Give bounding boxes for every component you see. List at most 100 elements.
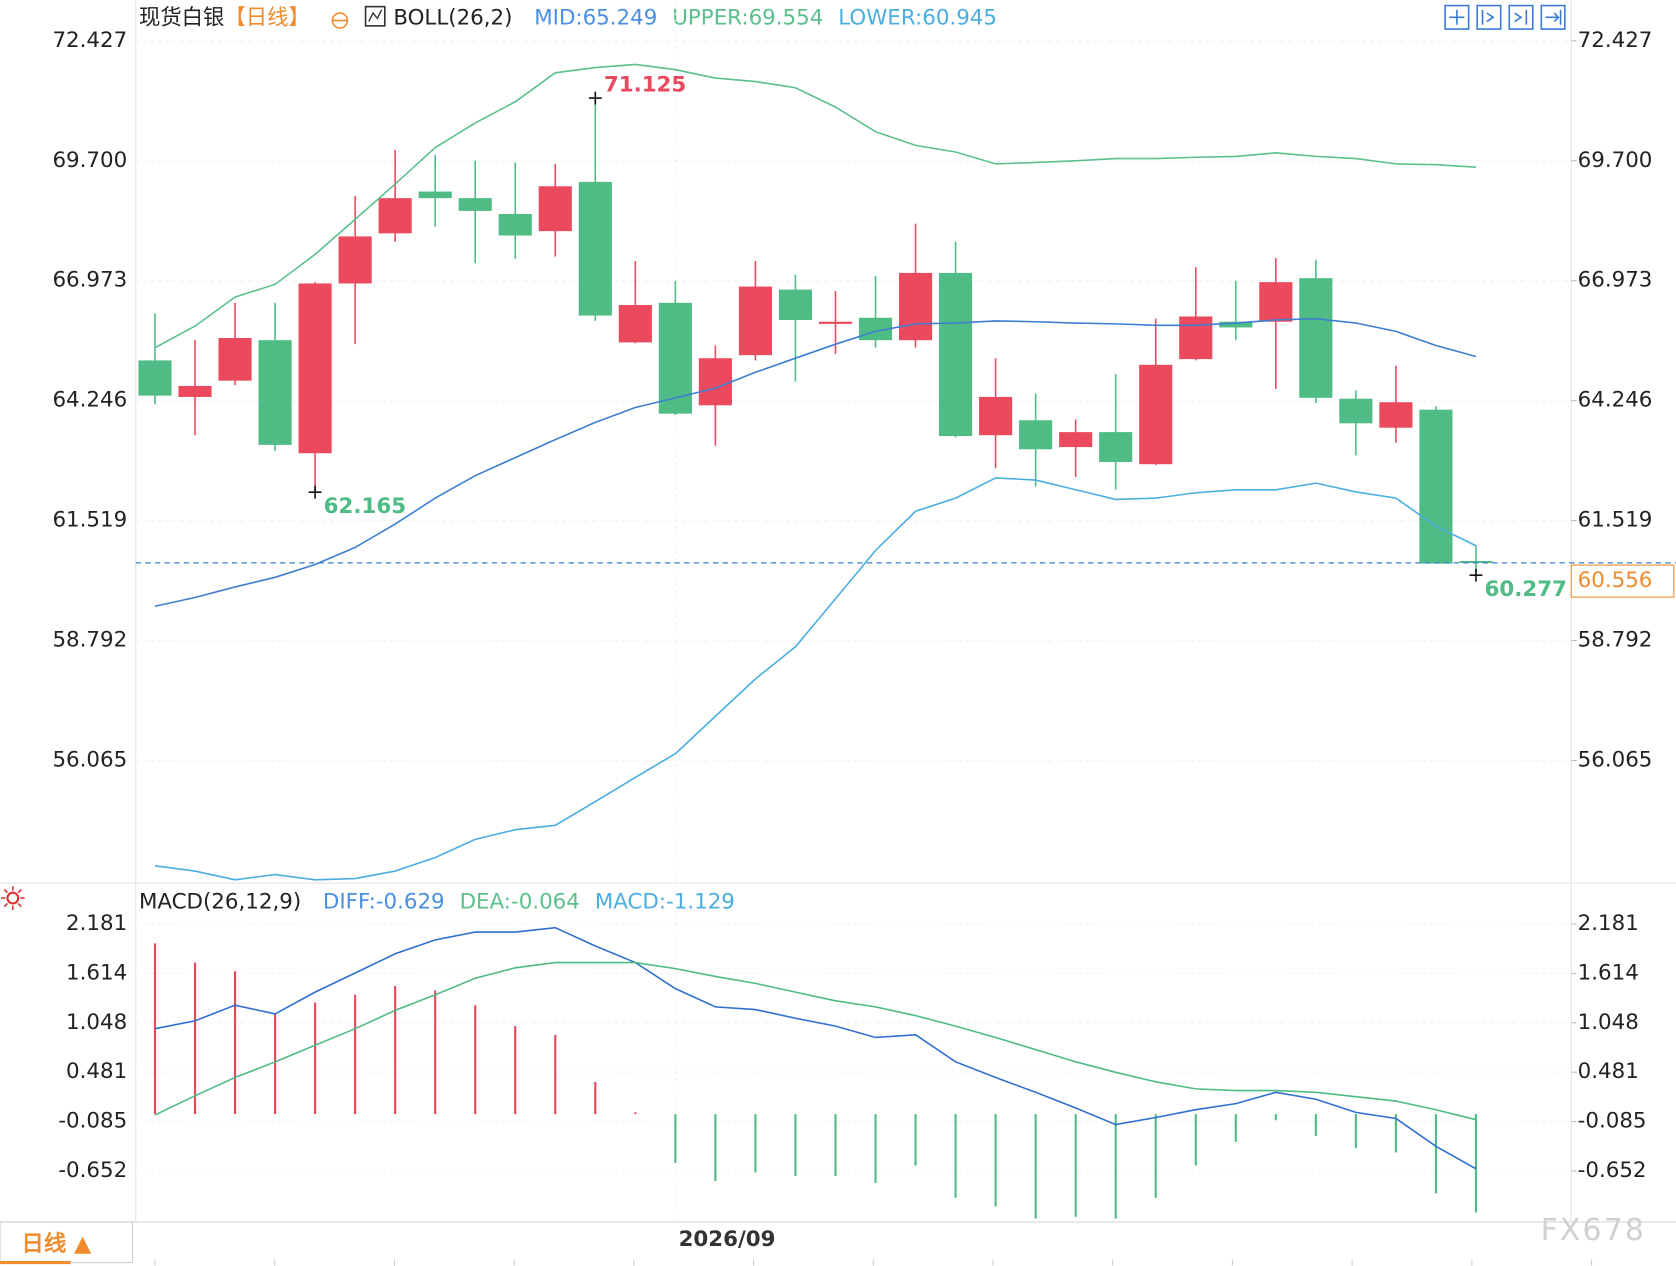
watermark: FX678 <box>1541 1213 1646 1248</box>
indicator-line <box>154 961 1477 1121</box>
y-tick-label: 2.181 <box>66 911 127 936</box>
y-tick-label-right: 69.700 <box>1578 148 1653 173</box>
candle-body <box>1219 321 1253 328</box>
y-tick-label: 69.700 <box>52 148 127 173</box>
indicator-icon-line <box>368 9 383 22</box>
boll-values: BOLL(26,2) MID:65.249 UPPER:69.554 LOWER:6… <box>393 5 997 30</box>
y-tick-label-right: 2.181 <box>1578 911 1639 936</box>
indicator-line <box>154 317 1477 608</box>
candle-body <box>538 186 572 232</box>
candle-body <box>458 198 492 211</box>
y-tick-label-right: 64.246 <box>1578 388 1653 413</box>
period-tab[interactable] <box>0 1221 134 1264</box>
candle-body <box>1059 432 1093 448</box>
settings-icon-ring <box>6 891 20 905</box>
y-tick-label: 56.065 <box>52 747 127 772</box>
toolbar-glyph <box>1481 9 1495 25</box>
candle-body <box>778 289 813 320</box>
indicator-name: BOLL(26,2) <box>393 5 512 30</box>
extreme-label: 71.125 <box>604 72 686 97</box>
toolbar-glyph <box>1545 9 1562 25</box>
y-tick-label-right: 58.792 <box>1578 628 1653 653</box>
candle-body <box>1099 432 1133 463</box>
legend-entry: MID:65.249 <box>534 5 657 30</box>
candle-body <box>1379 402 1413 428</box>
boll-legend: 现货白银【日线】 <box>139 5 310 30</box>
candle-body <box>1299 278 1333 398</box>
settings-icon[interactable] <box>1 886 25 910</box>
y-tick-label: 72.427 <box>52 28 127 53</box>
candle-body <box>1419 409 1453 564</box>
extreme-label: 60.277 <box>1485 577 1567 602</box>
macd-title: MACD(26,12,9) <box>139 889 301 914</box>
y-tick-label-right: 1.048 <box>1578 1010 1639 1035</box>
extreme-label: 62.165 <box>324 494 406 519</box>
toolbar-button[interactable] <box>1444 4 1470 30</box>
period-tab-label[interactable]: 日线 ▲ <box>21 1230 92 1257</box>
legend-entry: UPPER:69.554 <box>672 5 823 30</box>
candle-body <box>738 286 772 356</box>
y-tick-label: -0.652 <box>58 1158 127 1183</box>
legend-entry: MACD:-1.129 <box>595 889 735 914</box>
candle-body <box>378 198 412 234</box>
candle-body <box>818 321 853 324</box>
y-tick-label: -0.085 <box>58 1108 127 1133</box>
y-tick-label: 0.481 <box>66 1059 127 1084</box>
candle-body <box>338 236 372 284</box>
header-icons <box>331 5 386 29</box>
y-tick-label: 1.614 <box>66 960 127 985</box>
macd-legend: MACD(26,12,9) DIFF:-0.629 DEA:-0.064 MACD:… <box>139 889 735 914</box>
candle-body <box>1179 316 1213 360</box>
candle-body <box>178 385 212 397</box>
legend-entry: DEA:-0.064 <box>460 889 580 914</box>
candle-body <box>1019 420 1053 450</box>
y-tick-label-right: -0.085 <box>1578 1108 1647 1133</box>
extreme-marker <box>1469 568 1483 582</box>
plot-area: 72.427 72.427 69.700 69.700 66.973 66.973 64.2… <box>52 0 1676 1266</box>
candle-body <box>698 358 732 406</box>
instrument-title: 现货白银 <box>139 5 224 30</box>
y-tick-label: 66.973 <box>52 268 127 293</box>
last-price-label: 60.556 <box>1578 568 1653 593</box>
toolbar-button[interactable] <box>1508 4 1534 30</box>
x-tick-label: 2026/09 <box>679 1227 776 1252</box>
y-tick-label: 58.792 <box>52 628 127 653</box>
y-tick-label: 1.048 <box>66 1010 127 1035</box>
candle-body <box>618 305 652 343</box>
candle-body <box>1259 282 1293 322</box>
y-tick-label: 61.519 <box>52 508 127 533</box>
toolbar-button[interactable] <box>1476 4 1502 30</box>
period-label[interactable]: 【日线】 <box>224 5 309 30</box>
y-tick-label-right: 56.065 <box>1578 747 1653 772</box>
extreme-marker <box>588 91 602 105</box>
candle-body <box>258 340 292 445</box>
last-price-box <box>1570 564 1675 598</box>
y-tick-label-right: 1.614 <box>1578 960 1639 985</box>
candle-body <box>1139 364 1173 465</box>
toolbar <box>1444 4 1566 30</box>
candle-body <box>939 272 973 437</box>
candle-body <box>658 302 692 414</box>
candle-body <box>218 338 252 381</box>
candle-body <box>979 396 1013 436</box>
indicator-line <box>154 477 1477 881</box>
indicator-line <box>154 63 1477 349</box>
y-tick-label: 64.246 <box>52 388 127 413</box>
settings-icon-spokes <box>1 886 25 910</box>
candle-body <box>298 283 332 454</box>
toolbar-glyph <box>1449 9 1465 25</box>
y-tick-label-right: 72.427 <box>1578 28 1653 53</box>
y-tick-label-right: 61.519 <box>1578 508 1653 533</box>
indicator-line <box>154 926 1477 1170</box>
extreme-marker <box>308 485 322 499</box>
indicator-icon[interactable] <box>364 5 386 27</box>
y-tick-label-right: 66.973 <box>1578 268 1653 293</box>
toolbar-glyph <box>1514 9 1528 25</box>
toolbar-button[interactable] <box>1540 4 1566 30</box>
candle-body <box>578 181 612 316</box>
candle-body <box>898 272 933 341</box>
candle-body <box>1339 398 1373 424</box>
legend-entry: DIFF:-0.629 <box>323 889 445 914</box>
